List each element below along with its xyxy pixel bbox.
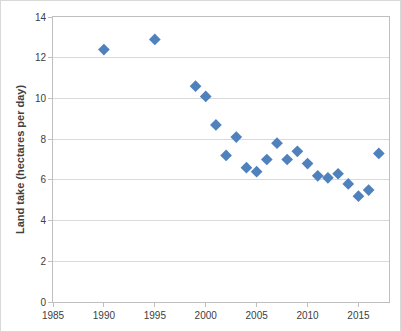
svg-text:2000: 2000	[195, 310, 218, 321]
svg-text:1985: 1985	[42, 310, 65, 321]
svg-text:1990: 1990	[93, 310, 116, 321]
svg-text:12: 12	[35, 52, 47, 63]
svg-text:10: 10	[35, 93, 47, 104]
svg-text:0: 0	[40, 297, 46, 308]
svg-text:2015: 2015	[347, 310, 370, 321]
svg-text:1995: 1995	[144, 310, 167, 321]
svg-text:Land take (hectares per day): Land take (hectares per day)	[14, 85, 26, 235]
svg-text:4: 4	[40, 215, 46, 226]
svg-text:2010: 2010	[296, 310, 319, 321]
svg-text:6: 6	[40, 174, 46, 185]
svg-text:8: 8	[40, 134, 46, 145]
svg-text:2: 2	[40, 256, 46, 267]
svg-text:14: 14	[35, 12, 47, 23]
svg-text:2005: 2005	[246, 310, 269, 321]
